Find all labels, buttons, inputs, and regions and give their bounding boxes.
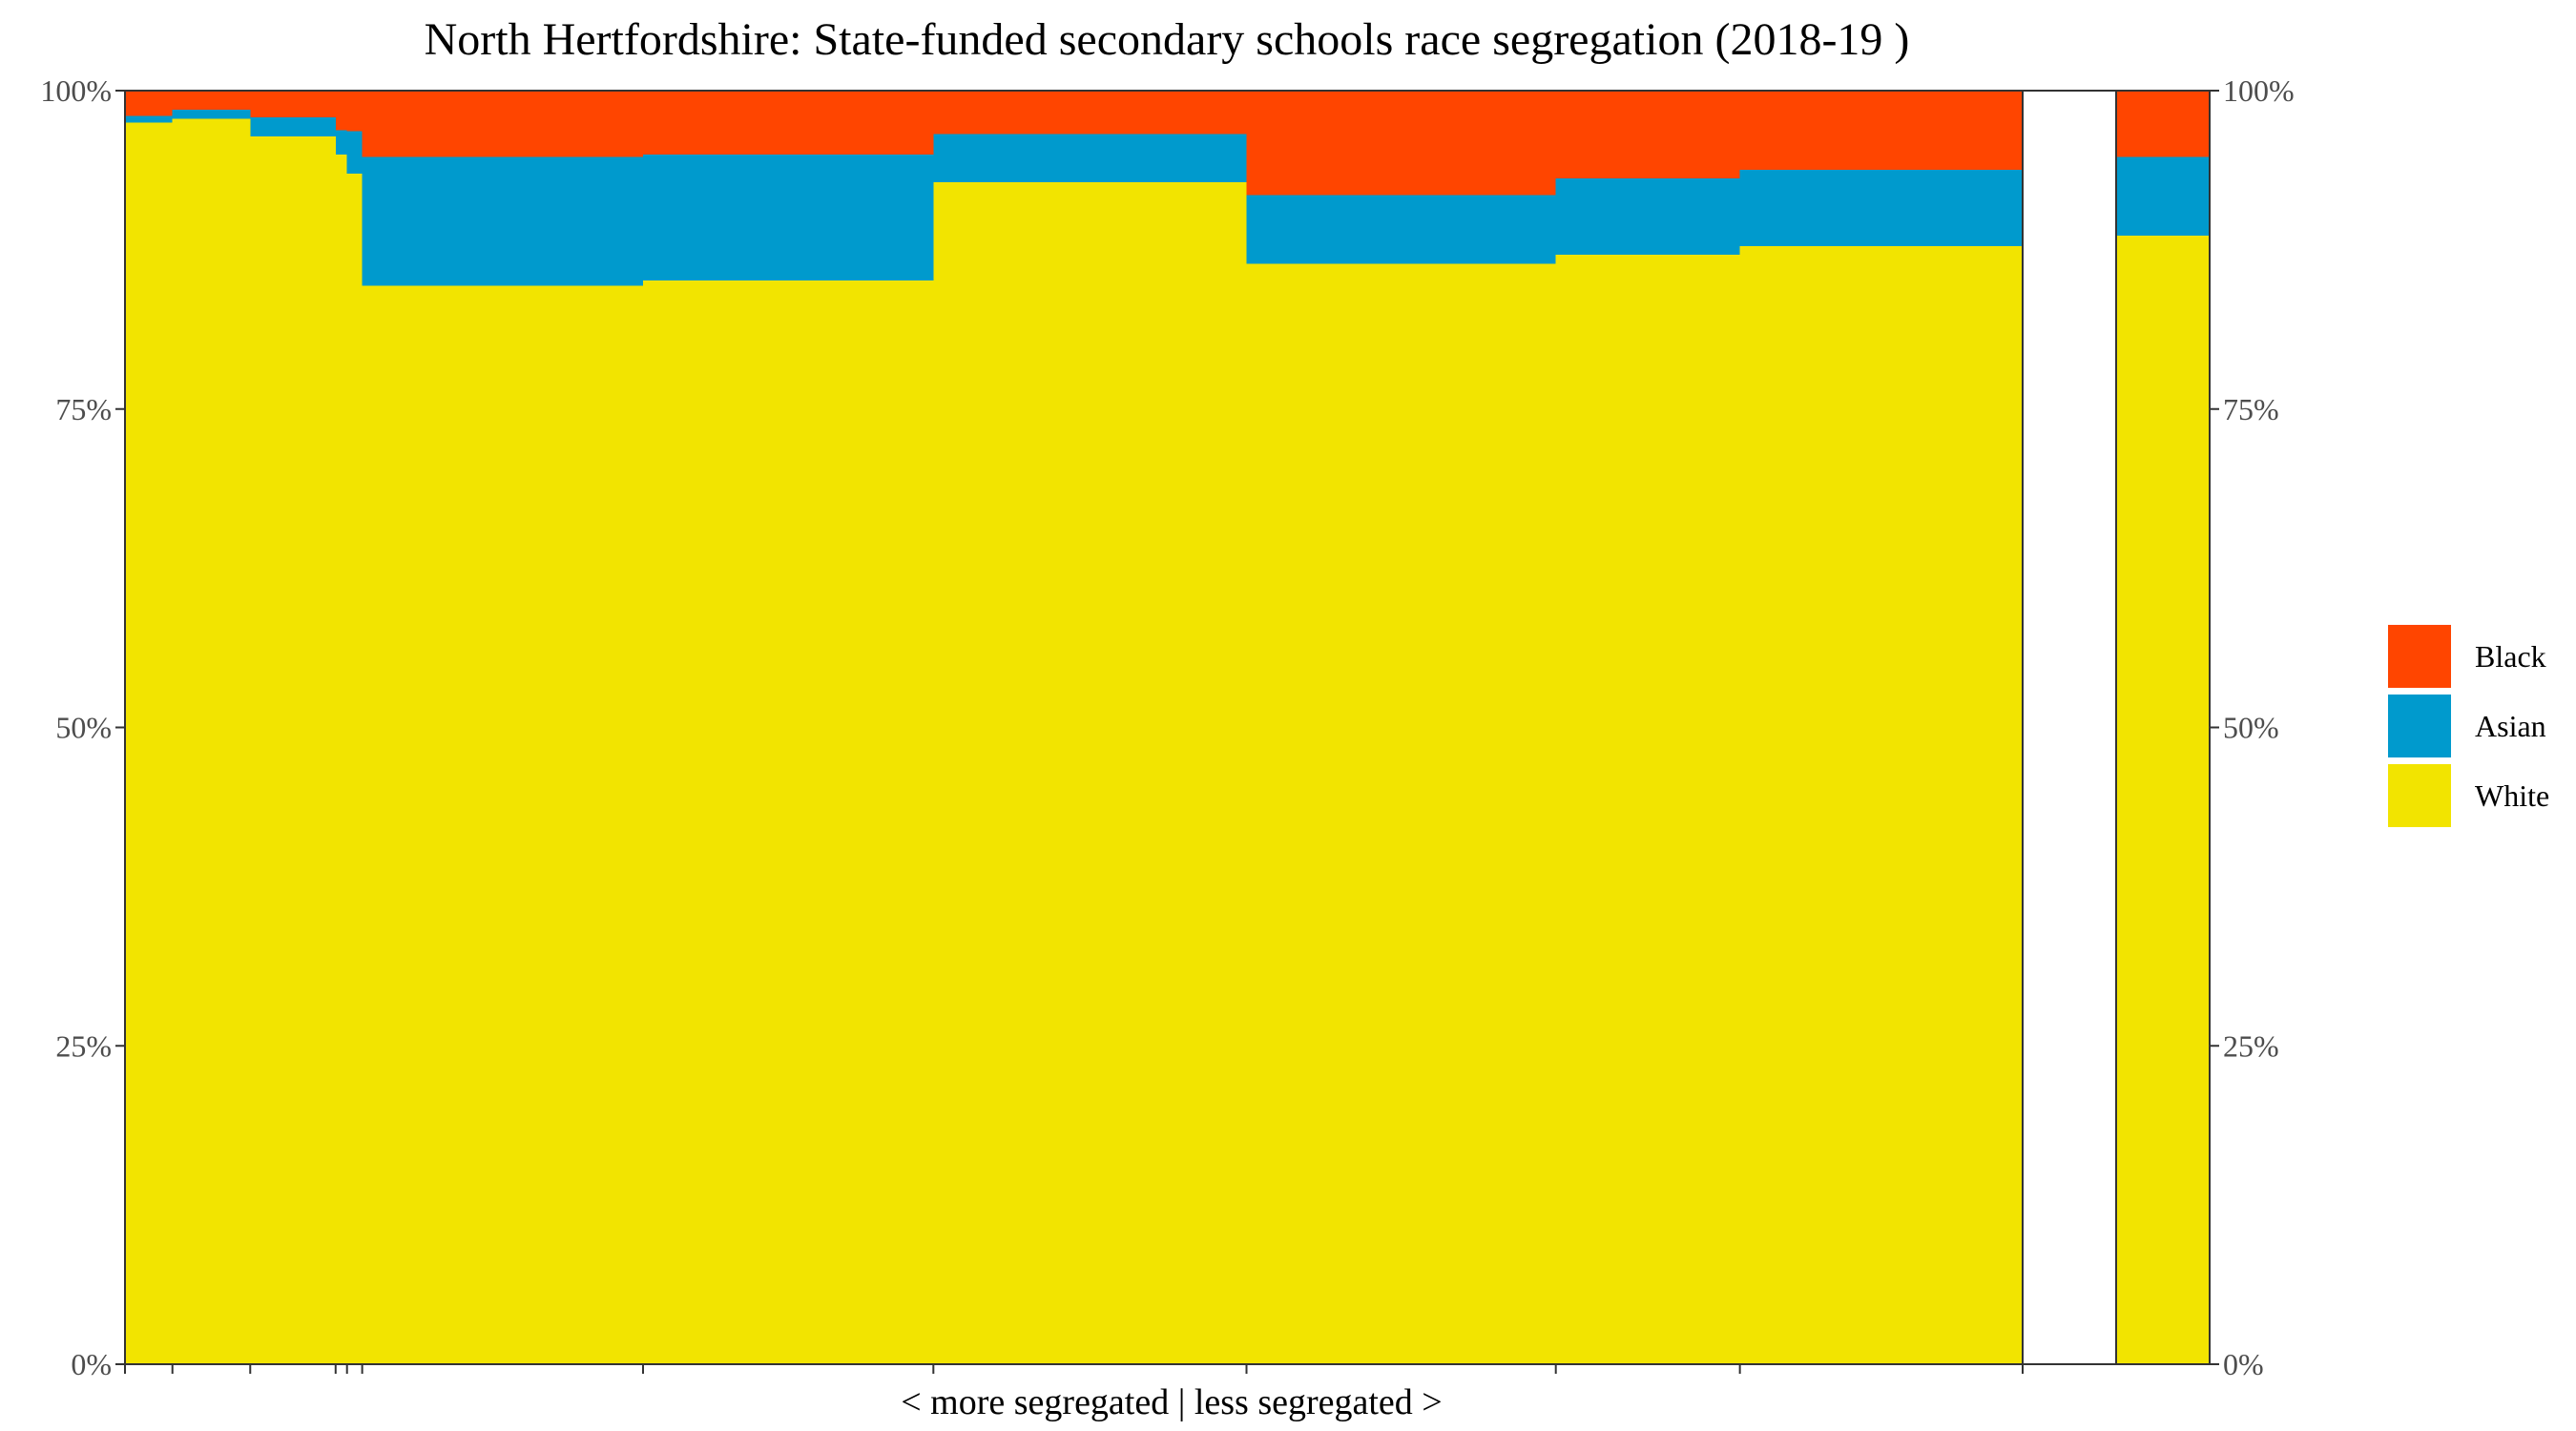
right-y-tick-label: 0% [2223, 1347, 2264, 1381]
school-bar [362, 91, 643, 1364]
school-3-black-segment [250, 91, 336, 118]
legend-item: Asian [2388, 695, 2546, 757]
left-y-tick-label: 0% [71, 1347, 112, 1381]
legend-label: Black [2475, 639, 2546, 674]
school-1-asian-segment [125, 115, 173, 123]
legend: Black Asian White [2388, 625, 2549, 827]
legend-key-black [2388, 625, 2451, 688]
school-11-black-segment [1739, 91, 2023, 170]
right-y-tick-label: 25% [2223, 1028, 2279, 1063]
school-4-white-segment [335, 154, 347, 1364]
school-11-asian-segment [1739, 169, 2023, 246]
x-axis [124, 1364, 2024, 1374]
school-9-black-segment [1246, 91, 1556, 196]
legend-label: Asian [2475, 709, 2546, 743]
school-bar [335, 91, 347, 1364]
left-y-tick-label: 50% [55, 711, 112, 745]
legend-item: White [2388, 764, 2549, 827]
left-y-axis: 0% 25% 50% 75% 100% [40, 73, 125, 1381]
school-2-black-segment [172, 91, 251, 111]
school-10-black-segment [1555, 91, 1740, 179]
school-8-black-segment [933, 91, 1247, 135]
school-bar [125, 91, 173, 1364]
gap-panel-border [2022, 90, 2117, 1365]
chart-title: North Hertfordshire: State-funded second… [425, 14, 1910, 65]
school-6-black-segment [362, 91, 643, 157]
school-10-white-segment [1555, 255, 1740, 1365]
school-bar [1555, 91, 1740, 1365]
school-bar [1246, 91, 1556, 1364]
overall-white-segment [2116, 236, 2210, 1365]
legend-item: Black [2388, 625, 2546, 688]
overall-asian-segment [2116, 156, 2210, 237]
right-y-axis: 0% 25% 50% 75% 100% [2210, 73, 2295, 1381]
school-7-asian-segment [642, 154, 934, 280]
legend-key-white [2388, 764, 2451, 827]
left-y-tick-label: 100% [40, 73, 112, 108]
school-4-asian-segment [335, 130, 347, 155]
school-bar [642, 91, 934, 1364]
school-1-white-segment [125, 122, 173, 1364]
school-5-asian-segment [346, 131, 363, 174]
x-axis-label: < more segregated | less segregated > [901, 1382, 1442, 1422]
overall-bar [2116, 91, 2210, 1365]
school-bar [172, 91, 251, 1365]
left-y-tick-label: 25% [55, 1028, 112, 1063]
school-4-black-segment [335, 91, 347, 131]
school-11-white-segment [1739, 245, 2023, 1364]
school-2-asian-segment [172, 110, 251, 119]
school-3-asian-segment [250, 117, 336, 137]
legend-key-asian [2388, 695, 2451, 757]
right-y-tick-label: 50% [2223, 711, 2279, 745]
right-y-tick-label: 75% [2223, 392, 2279, 426]
overall-black-segment [2116, 91, 2210, 157]
school-bar [346, 91, 363, 1364]
mosaic-bars [125, 91, 2023, 1365]
school-1-black-segment [125, 91, 173, 116]
legend-label: White [2475, 778, 2549, 813]
school-7-black-segment [642, 91, 934, 155]
school-5-white-segment [346, 173, 363, 1364]
school-2-white-segment [172, 118, 251, 1365]
school-bar [1739, 91, 2023, 1364]
school-7-white-segment [642, 280, 934, 1364]
school-6-asian-segment [362, 156, 643, 286]
left-y-tick-label: 75% [55, 392, 112, 426]
school-9-asian-segment [1246, 195, 1556, 264]
school-9-white-segment [1246, 263, 1556, 1364]
school-5-black-segment [346, 91, 363, 132]
school-6-white-segment [362, 285, 643, 1364]
school-bar [933, 91, 1247, 1364]
school-bar [250, 91, 336, 1364]
school-8-asian-segment [933, 134, 1247, 183]
right-y-tick-label: 100% [2223, 73, 2295, 108]
school-8-white-segment [933, 182, 1247, 1364]
school-3-white-segment [250, 136, 336, 1364]
school-10-asian-segment [1555, 178, 1740, 256]
